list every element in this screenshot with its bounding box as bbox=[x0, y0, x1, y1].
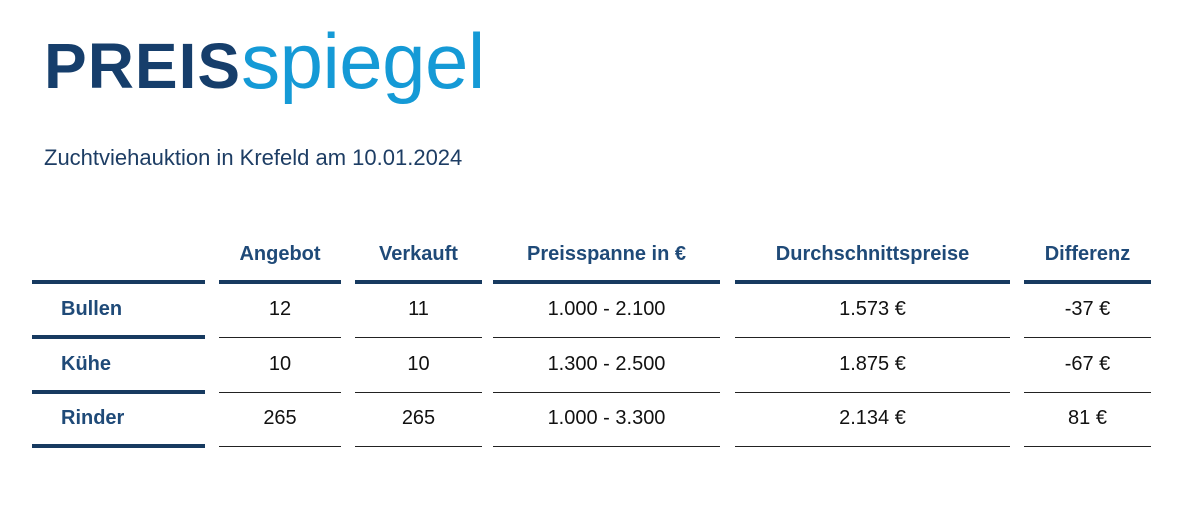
cell-kuehe-differenz: -67 € bbox=[1064, 353, 1111, 375]
row-rule-rinder-durchschnittspreis bbox=[735, 446, 1010, 447]
row-rule-bullen-preisspanne bbox=[493, 337, 720, 338]
header-rule-label bbox=[32, 280, 205, 284]
cell-rinder-angebot: 265 bbox=[263, 407, 297, 429]
row-rule-rinder-verkauft bbox=[355, 446, 482, 447]
row-rule-label-rinder bbox=[32, 444, 205, 448]
row-rule-kuehe-verkauft bbox=[355, 392, 482, 393]
cell-bullen-preisspanne: 1.000 - 2.100 bbox=[547, 298, 666, 320]
cell-bullen-angebot: 12 bbox=[268, 298, 292, 320]
column-header-durchschnittspreise: Durchschnittspreise bbox=[775, 243, 970, 265]
header-rule-verkauft bbox=[355, 280, 482, 284]
row-label-bullen: Bullen bbox=[61, 298, 123, 320]
cell-rinder-verkauft: 265 bbox=[401, 407, 436, 429]
header-rule-preisspanne bbox=[493, 280, 720, 284]
page-subtitle: Zuchtviehauktion in Krefeld am 10.01.202… bbox=[44, 145, 463, 170]
row-rule-bullen-durchschnittspreis bbox=[735, 337, 1010, 338]
row-rule-rinder-preisspanne bbox=[493, 446, 720, 447]
header-rule-differenz bbox=[1024, 280, 1151, 284]
row-rule-bullen-differenz bbox=[1024, 337, 1151, 338]
row-rule-label-kuehe bbox=[32, 390, 205, 394]
row-rule-kuehe-durchschnittspreis bbox=[735, 392, 1010, 393]
column-header-angebot: Angebot bbox=[239, 243, 321, 265]
column-header-differenz: Differenz bbox=[1044, 243, 1131, 265]
cell-kuehe-durchschnittspreis: 1.875 € bbox=[839, 353, 906, 375]
row-label-rinder: Rinder bbox=[61, 407, 125, 429]
row-rule-rinder-angebot bbox=[219, 446, 341, 447]
cell-kuehe-angebot: 10 bbox=[268, 353, 292, 375]
preisspiegel-logo: PREISspiegel bbox=[44, 22, 485, 100]
row-rule-bullen-verkauft bbox=[355, 337, 482, 338]
row-rule-rinder-differenz bbox=[1024, 446, 1151, 447]
row-rule-kuehe-angebot bbox=[219, 392, 341, 393]
row-rule-kuehe-preisspanne bbox=[493, 392, 720, 393]
logo-bold-text: PREIS bbox=[44, 30, 242, 102]
row-rule-label-bullen bbox=[32, 335, 205, 339]
cell-rinder-preisspanne: 1.000 - 3.300 bbox=[547, 407, 666, 429]
cell-bullen-durchschnittspreis: 1.573 € bbox=[839, 298, 906, 320]
column-header-verkauft: Verkauft bbox=[379, 243, 458, 265]
row-rule-bullen-angebot bbox=[219, 337, 341, 338]
header-rule-durchschnittspreise bbox=[735, 280, 1010, 284]
row-rule-kuehe-differenz bbox=[1024, 392, 1151, 393]
cell-bullen-differenz: -37 € bbox=[1064, 298, 1111, 320]
logo-light-text: spiegel bbox=[241, 17, 485, 105]
cell-rinder-differenz: 81 € bbox=[1068, 407, 1107, 429]
row-label-kuehe: Kühe bbox=[61, 353, 111, 375]
cell-bullen-verkauft: 11 bbox=[408, 298, 429, 320]
cell-kuehe-preisspanne: 1.300 - 2.500 bbox=[547, 353, 666, 375]
column-header-preisspanne: Preisspanne in € bbox=[527, 243, 686, 265]
header-rule-angebot bbox=[219, 280, 341, 284]
cell-rinder-durchschnittspreis: 2.134 € bbox=[839, 407, 906, 429]
cell-kuehe-verkauft: 10 bbox=[407, 353, 430, 375]
